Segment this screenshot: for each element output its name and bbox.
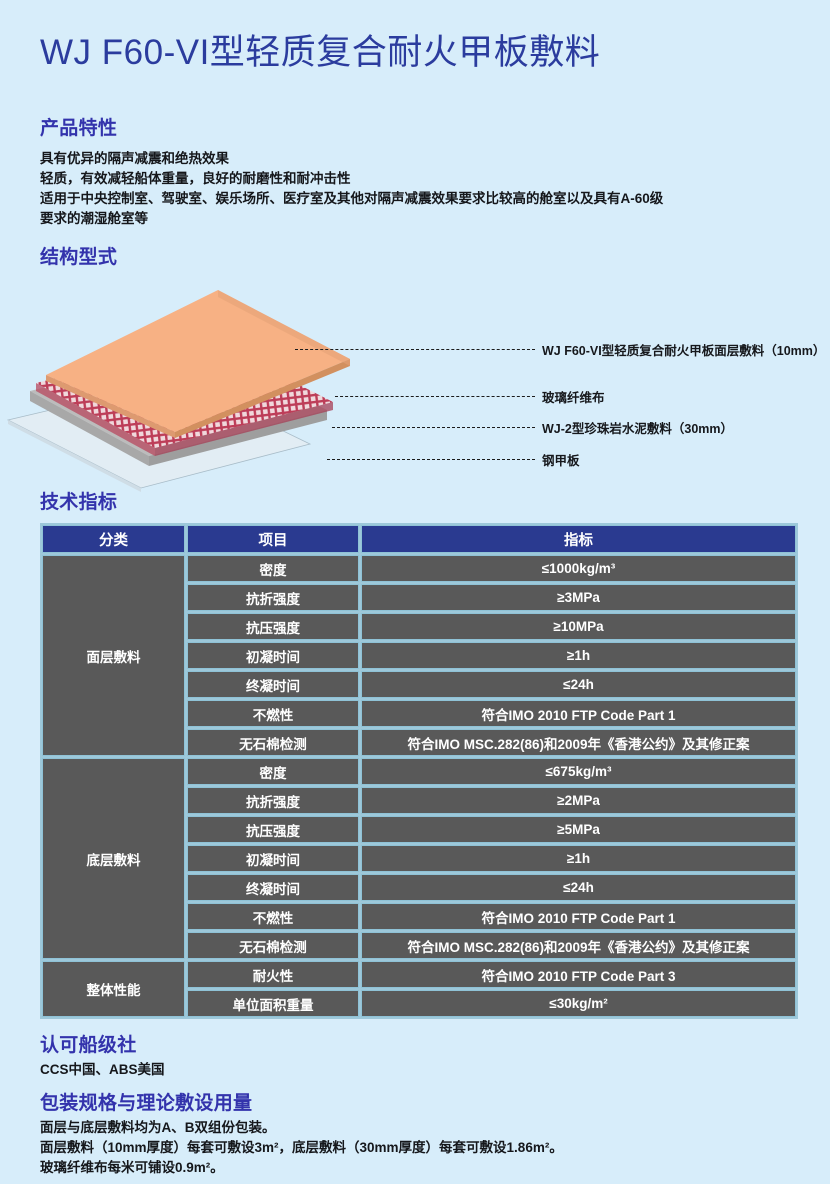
section-heading-packaging: 包装规格与理论敷设用量 [40,1093,253,1114]
table-row: 抗折强度 ≥2MPa [42,787,796,814]
deck-illustration-svg [6,290,350,492]
leader-line [327,459,535,460]
diagram-labels: WJ F60-VI型轻质复合耐火甲板面层敷料（10mm） 玻璃纤维布 WJ-2型… [295,242,830,492]
table-body: 面层敷料 密度 ≤1000kg/m³ 抗折强度 ≥3MPa 抗压强度 ≥10MP… [42,555,796,1017]
table-row: 抗压强度 ≥10MPa [42,613,796,640]
diagram-label-text: 玻璃纤维布 [542,391,605,405]
feature-line: 适用于中央控制室、驾驶室、娱乐场所、医疗室及其他对隔声减震效果要求比较高的舱室以… [40,191,664,206]
diagram-label-face-coating: WJ F60-VI型轻质复合耐火甲板面层敷料（10mm） [295,340,825,359]
leader-line [335,396,535,397]
table-row: 无石棉检测 符合IMO MSC.282(86)和2009年《香港公约》及其修正案 [42,729,796,756]
table-row: 抗折强度 ≥3MPa [42,584,796,611]
item-cell: 密度 [187,758,359,785]
table-row: 不燃性 符合IMO 2010 FTP Code Part 1 [42,903,796,930]
column-header-item: 项目 [187,525,359,553]
table-row: 面层敷料 密度 ≤1000kg/m³ [42,555,796,756]
value-cell: ≤1000kg/m³ [361,555,796,582]
diagram-label-text: WJ F60-VI型轻质复合耐火甲板面层敷料（10mm） [542,344,826,358]
value-cell: 符合IMO 2010 FTP Code Part 1 [361,700,796,727]
diagram-label-glass-fiber: 玻璃纤维布 [335,387,605,406]
category-cell: 整体性能 [42,961,185,1017]
value-cell: ≥1h [361,642,796,669]
feature-line: 轻质，有效减轻船体重量，良好的耐磨性和耐冲击性 [40,171,351,186]
item-cell: 抗压强度 [187,816,359,843]
item-cell: 耐火性 [187,961,359,988]
footer-section: 认可船级社 CCS中国、ABS美国 包装规格与理论敷设用量 面层与底层敷料均为A… [40,1030,810,1178]
category-cell: 面层敷料 [42,555,185,756]
diagram-label-steel-deck: 钢甲板 [327,450,580,469]
table-header-row: 分类 项目 指标 [42,525,796,553]
item-cell: 终凝时间 [187,671,359,698]
item-cell: 不燃性 [187,700,359,727]
value-cell: 符合IMO MSC.282(86)和2009年《香港公约》及其修正案 [361,932,796,959]
item-cell: 抗折强度 [187,584,359,611]
feature-line: 要求的潮湿舱室等 [40,211,148,226]
column-header-category: 分类 [42,525,185,553]
leader-line [295,349,535,350]
value-cell: ≥1h [361,845,796,872]
value-cell: 符合IMO 2010 FTP Code Part 3 [361,961,796,988]
packaging-line: 面层敷料（10mm厚度）每套可敷设3m²，底层敷料（30mm厚度）每套可敷设1.… [40,1140,563,1155]
value-cell: ≥2MPa [361,787,796,814]
item-cell: 初凝时间 [187,642,359,669]
tech-spec-table: 分类 项目 指标 面层敷料 密度 ≤1000kg/m³ 抗折强度 ≥3MPa 抗… [40,523,798,1019]
section-heading-society: 认可船级社 [40,1035,137,1056]
item-cell: 抗折强度 [187,787,359,814]
value-cell: 符合IMO 2010 FTP Code Part 1 [361,903,796,930]
item-cell: 无石棉检测 [187,932,359,959]
tech-spec-section: 技术指标 分类 项目 指标 面层敷料 密度 ≤1000kg/m³ 抗折强度 ≥3… [40,487,798,1019]
table-row: 底层敷料 密度 ≤675kg/m³ [42,758,796,959]
table-row: 无石棉检测 符合IMO MSC.282(86)和2009年《香港公约》及其修正案 [42,932,796,959]
value-cell: ≤24h [361,671,796,698]
society-line: CCS中国、ABS美国 [40,1062,165,1077]
layered-deck-diagram [0,242,500,492]
item-cell: 单位面积重量 [187,990,359,1017]
table-row: 初凝时间 ≥1h [42,845,796,872]
value-cell: ≥10MPa [361,613,796,640]
table-row: 不燃性 符合IMO 2010 FTP Code Part 1 [42,700,796,727]
section-heading-features: 产品特性 [40,118,118,139]
value-cell: ≥5MPa [361,816,796,843]
section-heading-tech: 技术指标 [40,492,118,513]
item-cell: 抗压强度 [187,613,359,640]
diagram-label-text: 钢甲板 [542,454,580,468]
table-row: 终凝时间 ≤24h [42,874,796,901]
diagram-label-perlite: WJ-2型珍珠岩水泥敷料（30mm） [332,418,733,437]
category-cell: 底层敷料 [42,758,185,959]
item-cell: 初凝时间 [187,845,359,872]
layer-face-coating [46,290,350,438]
item-cell: 终凝时间 [187,874,359,901]
packaging-line: 面层与底层敷料均为A、B双组份包装。 [40,1120,276,1135]
structure-section: 结构型式 [6,242,825,492]
table-row: 终凝时间 ≤24h [42,671,796,698]
section-heading-structure: 结构型式 [40,247,118,268]
item-cell: 密度 [187,555,359,582]
item-cell: 不燃性 [187,903,359,930]
value-cell: ≤24h [361,874,796,901]
page-title: WJ F60-VI型轻质复合耐火甲板敷料 [40,33,601,72]
product-features-section: 产品特性 具有优异的隔声减震和绝热效果 轻质，有效减轻船体重量，良好的耐磨性和耐… [40,113,800,229]
column-header-value: 指标 [361,525,796,553]
table-row: 整体性能 耐火性 符合IMO 2010 FTP Code Part 3 [42,961,796,1017]
diagram-label-text: WJ-2型珍珠岩水泥敷料（30mm） [542,422,733,436]
value-cell: ≤30kg/m² [361,990,796,1017]
value-cell: ≥3MPa [361,584,796,611]
value-cell: ≤675kg/m³ [361,758,796,785]
packaging-line: 玻璃纤维布每米可铺设0.9m²。 [40,1160,224,1175]
feature-line: 具有优异的隔声减震和绝热效果 [40,151,229,166]
table-row: 抗压强度 ≥5MPa [42,816,796,843]
table-row: 单位面积重量 ≤30kg/m² [42,990,796,1017]
value-cell: 符合IMO MSC.282(86)和2009年《香港公约》及其修正案 [361,729,796,756]
leader-line [332,427,535,428]
item-cell: 无石棉检测 [187,729,359,756]
spacer [40,1080,810,1088]
table-row: 初凝时间 ≥1h [42,642,796,669]
